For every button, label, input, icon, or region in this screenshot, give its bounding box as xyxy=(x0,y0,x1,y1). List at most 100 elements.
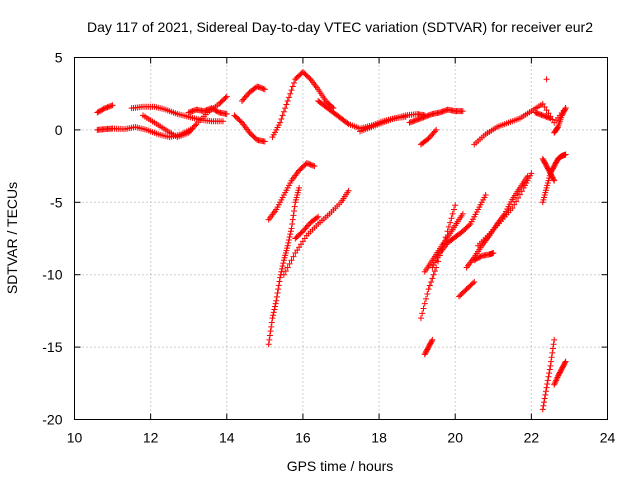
x-tick-label: 22 xyxy=(524,430,540,446)
data-point xyxy=(429,131,436,138)
data-point xyxy=(450,206,457,213)
data-point xyxy=(466,222,473,229)
data-point xyxy=(211,106,218,113)
data-points xyxy=(94,68,569,413)
data-point xyxy=(275,282,282,289)
data-point xyxy=(282,268,289,275)
data-point xyxy=(290,253,297,260)
data-point xyxy=(429,275,436,282)
data-point xyxy=(428,338,435,345)
data-point xyxy=(459,108,466,115)
y-tick-label: -10 xyxy=(42,267,62,283)
data-point xyxy=(209,105,216,112)
series-arc-ab xyxy=(539,155,558,184)
series-arc-ae xyxy=(551,358,569,388)
x-tick-label: 14 xyxy=(219,430,235,446)
data-point xyxy=(289,221,296,228)
data-point xyxy=(561,359,568,366)
data-point xyxy=(288,225,295,232)
data-point xyxy=(421,300,428,307)
data-point xyxy=(554,374,561,381)
y-tick-label: -15 xyxy=(42,339,62,355)
data-point xyxy=(296,184,303,191)
data-point xyxy=(420,305,427,312)
data-point xyxy=(459,210,466,217)
data-point xyxy=(291,203,298,210)
series-arc-f xyxy=(231,112,268,145)
data-point xyxy=(541,399,548,406)
data-point xyxy=(240,96,247,103)
data-point xyxy=(266,336,273,343)
data-point xyxy=(448,215,455,222)
data-point xyxy=(239,97,246,104)
series-arc-b xyxy=(94,102,116,116)
data-point xyxy=(546,366,553,373)
series-arc-g xyxy=(239,83,268,104)
data-point xyxy=(275,286,282,293)
data-point xyxy=(518,188,525,195)
data-point xyxy=(424,291,431,298)
data-point xyxy=(562,151,569,158)
series-arc-e xyxy=(185,105,230,117)
y-tick-label: 0 xyxy=(55,122,63,138)
data-point xyxy=(244,92,251,99)
data-point xyxy=(553,377,560,384)
data-point xyxy=(267,328,274,335)
data-point xyxy=(98,107,105,114)
data-point xyxy=(185,129,192,136)
data-point xyxy=(186,128,193,135)
data-point xyxy=(550,176,557,183)
data-point xyxy=(272,300,279,307)
data-point xyxy=(553,375,560,382)
data-point xyxy=(472,256,479,263)
series-arc-ad xyxy=(539,336,558,413)
data-point xyxy=(266,332,273,339)
data-point xyxy=(551,336,558,343)
data-point xyxy=(442,234,449,241)
data-point xyxy=(188,126,195,133)
data-point xyxy=(279,112,286,119)
y-tick-label: -5 xyxy=(50,194,63,210)
data-point xyxy=(509,205,516,212)
series-arc-p xyxy=(280,187,352,278)
series-arc-aa xyxy=(539,151,569,206)
data-point xyxy=(288,87,295,94)
series-arc-c xyxy=(128,103,226,125)
data-point xyxy=(223,110,230,117)
data-point xyxy=(190,124,197,131)
data-point xyxy=(213,108,220,115)
data-point xyxy=(265,341,272,348)
data-point xyxy=(476,254,483,261)
data-point xyxy=(541,395,548,402)
data-point xyxy=(541,103,548,110)
data-point xyxy=(445,223,452,230)
data-point xyxy=(301,226,308,233)
data-point xyxy=(189,125,196,132)
data-point xyxy=(528,170,535,177)
data-point xyxy=(109,102,116,109)
data-point xyxy=(95,108,102,115)
data-point xyxy=(345,187,352,194)
data-point xyxy=(452,202,459,209)
data-point xyxy=(540,402,547,409)
data-point xyxy=(273,293,280,300)
data-point xyxy=(430,271,437,278)
data-point xyxy=(285,94,292,101)
data-point xyxy=(291,207,298,214)
data-point xyxy=(539,100,546,107)
series-arc-v xyxy=(456,278,478,300)
series-arc-af xyxy=(543,76,550,83)
data-point xyxy=(270,312,277,319)
data-point xyxy=(280,271,287,278)
data-point xyxy=(515,194,522,201)
data-point xyxy=(547,115,554,122)
data-point xyxy=(305,222,312,229)
data-point xyxy=(284,242,291,249)
data-point xyxy=(277,119,284,126)
data-point xyxy=(286,260,293,267)
data-point xyxy=(192,122,199,129)
x-tick-label: 12 xyxy=(143,430,159,446)
data-point xyxy=(550,341,557,348)
y-axis-label: SDTVAR / TECUs xyxy=(4,182,20,294)
